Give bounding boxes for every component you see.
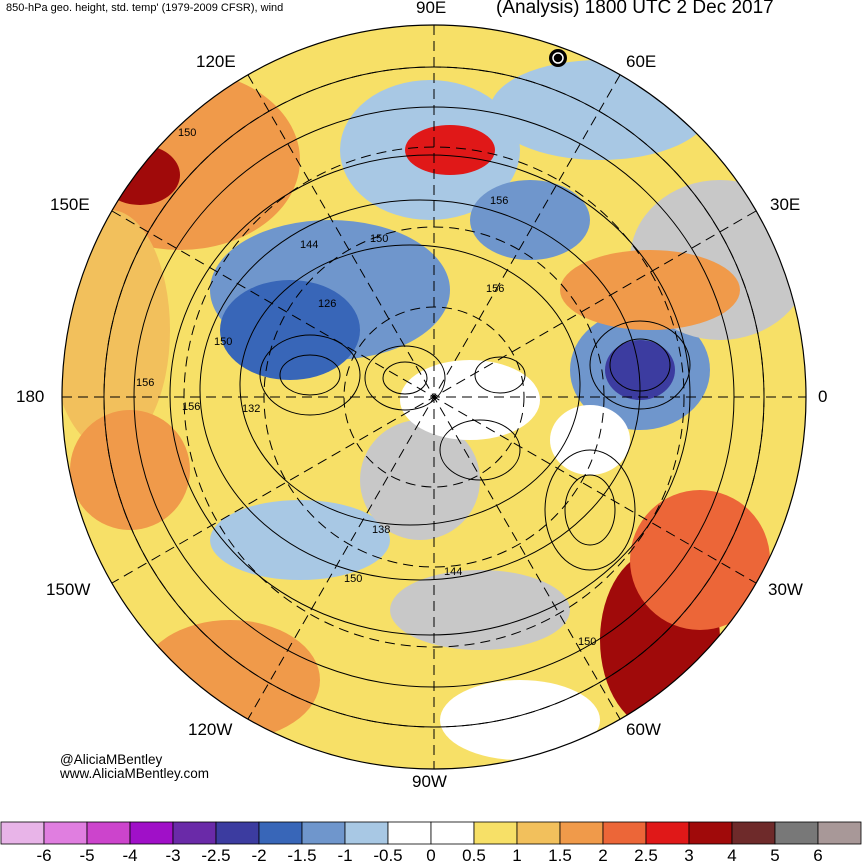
colorbar-swatch [86,821,131,845]
colorbar-tick-label: 5 [770,846,780,865]
colorbar-tick-label: 2.5 [634,846,658,865]
contour-label: 150 [370,233,388,245]
contour-label: 150 [178,127,196,139]
colorbar-swatch [0,821,45,845]
contour-label: 144 [444,566,462,578]
colorbar-swatch [172,821,217,845]
colorbar-swatch [129,821,174,845]
lon-label-60e: 60E [626,52,657,71]
contour-label: 156 [136,377,154,389]
colorbar-swatch [473,821,518,845]
colorbar-swatch [602,821,647,845]
contour-label: 156 [490,195,508,207]
colorbar-tick-label: 1 [512,846,522,865]
analysis-time: (Analysis) 1800 UTC 2 Dec 2017 [496,0,774,18]
colorbar-tick-label: 3 [684,846,694,865]
colorbar-swatch [774,821,819,845]
contour-label: 126 [318,298,336,310]
colorbar-tick-label: -5 [79,846,95,865]
colorbar-tick-label: -3 [165,846,181,865]
lon-label-150e: 150E [50,195,90,214]
map-title: 850-hPa geo. height, std. temp' (1979-20… [6,2,284,14]
lon-label-60w: 60W [626,720,661,739]
lon-label-90w: 90W [412,772,447,791]
contour-label: 150 [578,636,596,648]
lon-label-0: 0 [818,387,828,406]
colorbar-tick-label: 0.5 [462,846,486,865]
colorbar-tick-label: 6 [813,846,823,865]
colorbar-swatch [387,821,432,845]
colorbar-swatch [258,821,303,845]
colorbar-tick-label: -0.5 [373,846,403,865]
colorbar-tick-label: -2.5 [201,846,231,865]
colorbar-tick-label: -2 [251,846,267,865]
colorbar-swatch [43,821,88,845]
colorbar-swatch [559,821,604,845]
colorbar-tick-label: 1.5 [548,846,572,865]
colorbar-swatch [516,821,561,845]
lon-label-120e: 120E [196,52,236,71]
contour-label-group: 150 144 150 126 150 156 156 132 156 156 … [136,127,596,648]
colorbar-swatch [731,821,776,845]
contour-label: 144 [300,239,318,251]
colorbar-tick-label: 4 [727,846,737,865]
lon-label-180: 180 [16,387,45,406]
contour-label: 156 [486,283,504,295]
credit-website: www.AliciaMBentley.com [60,766,210,781]
temperature-anomaly-shading [62,60,806,760]
map-outline [61,24,807,770]
low-center-marker [549,49,567,67]
lon-label-150w: 150W [46,580,91,599]
lon-label-30w: 30W [768,580,803,599]
graticule [62,25,806,769]
colorbar-tick-label: -1 [337,846,353,865]
contour-label: 150 [344,573,362,585]
contour-label: 132 [242,403,260,415]
colorbar-swatch [215,821,260,845]
colorbar-tick-label: -1.5 [287,846,317,865]
colorbar-swatch [688,821,733,845]
contour-label: 156 [182,401,200,413]
colorbar-swatch [817,821,862,845]
credit-handle: @AliciaMBentley [60,752,163,767]
polar-stereographic-map: 150 144 150 126 150 156 156 132 156 156 … [61,24,807,770]
colorbar-tick-label: 0 [426,846,436,865]
colorbar-tick-label: 2 [598,846,608,865]
lon-label-30e: 30E [770,195,801,214]
colorbar-swatch [301,821,346,845]
colorbar-tick-label: -4 [122,846,138,865]
colorbar [0,821,862,845]
colorbar-swatch [430,821,475,845]
colorbar-swatch [344,821,389,845]
contour-label: 150 [214,336,232,348]
contour-label: 138 [372,524,390,536]
lon-label-90e: 90E [416,0,447,17]
colorbar-swatch [645,821,690,845]
lon-label-120w: 120W [188,720,233,739]
colorbar-tick-label: -6 [36,846,52,865]
